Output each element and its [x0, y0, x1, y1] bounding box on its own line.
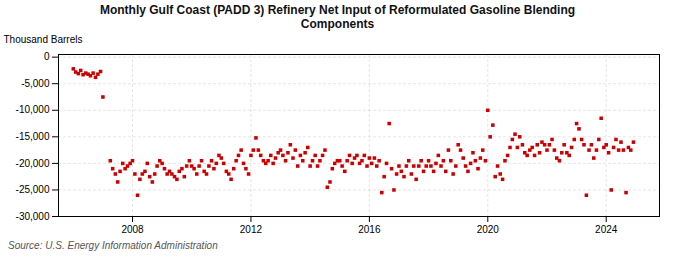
svg-text:-20,000: -20,000 — [16, 157, 50, 168]
svg-text:0: 0 — [44, 51, 50, 62]
svg-text:-10,000: -10,000 — [16, 104, 50, 115]
svg-text:-30,000: -30,000 — [16, 210, 50, 221]
html-text:Source: U.S. Energy Informatio: Source: U.S. Energy Information Administ… — [8, 239, 218, 251]
svg-text:2016: 2016 — [358, 223, 381, 234]
svg-text:2020: 2020 — [477, 223, 500, 234]
svg-text:2012: 2012 — [240, 223, 263, 234]
svg-text:-5,000: -5,000 — [21, 78, 50, 89]
svg-text:Thousand Barrels: Thousand Barrels — [4, 33, 83, 44]
svg-text:2008: 2008 — [121, 223, 144, 234]
svg-text:2024: 2024 — [595, 223, 618, 234]
svg-text:-25,000: -25,000 — [16, 184, 50, 195]
svg-text:-15,000: -15,000 — [16, 131, 50, 142]
html-text:Monthly Gulf Coast (PADD 3) Re: Monthly Gulf Coast (PADD 3) Refinery Net… — [99, 3, 576, 32]
